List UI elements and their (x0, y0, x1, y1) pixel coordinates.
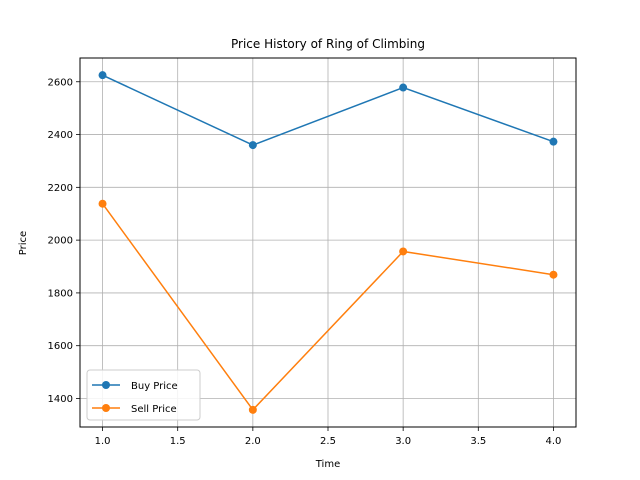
y-tick-label: 2000 (48, 236, 73, 247)
sell-price-point (248, 405, 257, 414)
buy-price-point (399, 83, 408, 92)
y-tick-label: 2600 (48, 77, 73, 88)
legend-marker-buy-price (102, 381, 110, 389)
y-tick-label: 2200 (48, 183, 73, 194)
x-tick-label: 1.0 (95, 436, 111, 447)
legend-label-buy-price: Buy Price (131, 381, 178, 392)
buy-price-line (102, 74, 554, 146)
sell-price-line (101, 203, 554, 412)
legend-label-sell-price: Sell Price (131, 404, 177, 415)
y-tick-label: 1800 (48, 288, 73, 299)
x-tick-label: 1.5 (170, 436, 186, 447)
x-axis-ticks: 1.0 1.5 2.0 2.5 3.0 3.5 4.0 (95, 427, 562, 447)
y-tick-label: 1600 (48, 341, 73, 352)
sell-price-point (98, 199, 107, 208)
legend-marker-sell-price (102, 404, 110, 412)
chart-title: Price History of Ring of Climbing (231, 37, 425, 51)
y-axis-label: Price (18, 231, 29, 255)
y-axis-ticks: 1400 1600 1800 2000 2200 2400 2600 (48, 77, 80, 405)
x-tick-label: 4.0 (546, 436, 562, 447)
buy-price-point (98, 71, 107, 80)
series-layer (98, 71, 558, 414)
buy-price-point (248, 141, 257, 150)
sell-price-point (549, 270, 558, 279)
x-tick-label: 2.0 (245, 436, 261, 447)
x-tick-label: 3.5 (470, 436, 486, 447)
buy-price-point (549, 137, 558, 146)
legend: Buy Price Sell Price (86, 369, 201, 421)
sell-price-point (399, 247, 408, 256)
x-tick-label: 3.0 (395, 436, 411, 447)
x-axis-label: Time (315, 459, 340, 470)
x-tick-label: 2.5 (320, 436, 336, 447)
y-tick-label: 1400 (48, 394, 73, 405)
y-tick-label: 2400 (48, 130, 73, 141)
